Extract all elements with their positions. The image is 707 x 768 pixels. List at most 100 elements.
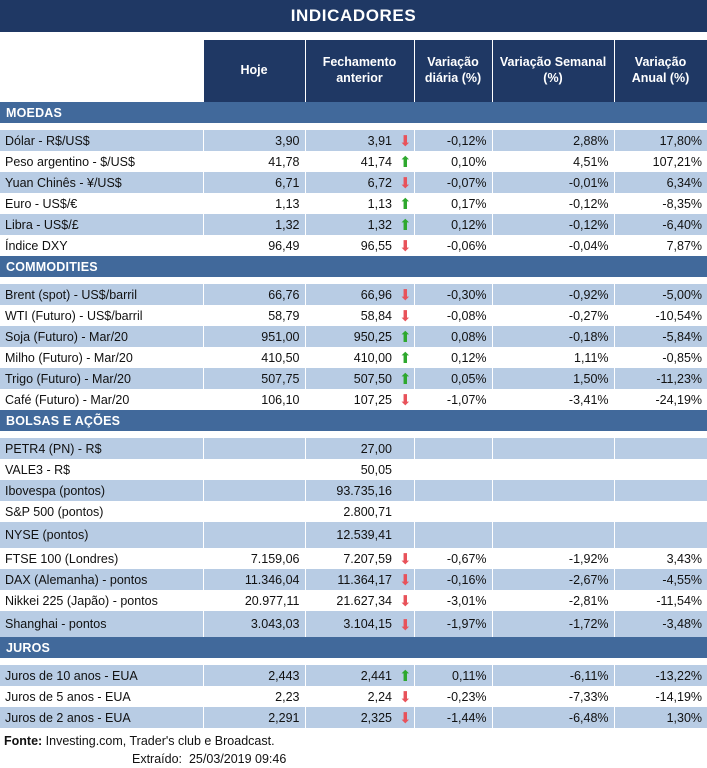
row-label: Índice DXY: [0, 235, 203, 256]
indicators-table-body: Hoje Fechamento anterior Variação diária (…: [0, 40, 707, 728]
arrow-down-icon: ⬇: [397, 686, 415, 707]
cell-variacao-semanal: -2,81%: [491, 590, 615, 611]
cell-variacao-semanal: -0,04%: [491, 235, 615, 256]
table-row: Euro - US$/€ 1,13 1,13 ⬆ 0,17% -0,12% -8,35%: [0, 193, 707, 214]
cell-hoje: [202, 438, 305, 459]
cell-hoje: 410,50: [202, 347, 305, 368]
arrow-down-glyph: ⬇: [398, 391, 412, 409]
table-row: Café (Futuro) - Mar/20 106,10 107,25 ⬇ -1,07…: [0, 389, 707, 410]
cell-variacao-anual: 6,34%: [613, 172, 707, 193]
cell-hoje: 2,23: [202, 686, 305, 707]
cell-fechamento-anterior: 66,96: [304, 284, 397, 305]
cell-fechamento-anterior: 410,00: [304, 347, 397, 368]
cell-variacao-anual: -14,19%: [613, 686, 707, 707]
cell-hoje: 58,79: [202, 305, 305, 326]
cell-variacao-anual: 1,30%: [613, 707, 707, 728]
cell-variacao-diaria: -0,12%: [413, 130, 493, 151]
cell-hoje: [202, 459, 305, 480]
section-gap-cell: [0, 658, 707, 665]
cell-variacao-anual: -5,00%: [613, 284, 707, 305]
arrow-down-icon: ⬇: [397, 305, 415, 326]
cell-variacao-semanal: 1,11%: [491, 347, 615, 368]
cell-variacao-anual: [613, 522, 707, 548]
section-header-label: MOEDAS: [0, 102, 707, 123]
cell-fechamento-anterior: 107,25: [304, 389, 397, 410]
cell-variacao-anual: -11,54%: [613, 590, 707, 611]
row-label: S&P 500 (pontos): [0, 501, 203, 522]
row-label: Ibovespa (pontos): [0, 480, 203, 501]
cell-variacao-semanal: -0,12%: [491, 214, 615, 235]
arrow-down-glyph: ⬇: [398, 174, 412, 192]
cell-fechamento-anterior: 7.207,59: [304, 548, 397, 569]
cell-fechamento-anterior: 12.539,41: [304, 522, 397, 548]
cell-trend-arrow: [397, 459, 415, 480]
cell-variacao-anual: -11,23%: [613, 368, 707, 389]
footer-source-text: Investing.com, Trader's club e Broadcast…: [45, 734, 275, 748]
cell-fechamento-anterior: 93.735,16: [304, 480, 397, 501]
cell-variacao-anual: 3,43%: [613, 548, 707, 569]
arrow-down-icon: ⬇: [397, 389, 415, 410]
row-label: Dólar - R$/US$: [0, 130, 203, 151]
arrow-down-glyph: ⬇: [398, 132, 412, 150]
cell-variacao-diaria: 0,05%: [413, 368, 493, 389]
cell-variacao-diaria: 0,12%: [413, 347, 493, 368]
cell-variacao-anual: 107,21%: [613, 151, 707, 172]
row-label: DAX (Alemanha) - pontos: [0, 569, 203, 590]
cell-hoje: 11.346,04: [202, 569, 305, 590]
row-label: Libra - US$/£: [0, 214, 203, 235]
column-header-variacao-diaria: Variação diária (%): [413, 40, 493, 102]
cell-variacao-diaria: -0,16%: [413, 569, 493, 590]
arrow-up-icon: ⬆: [397, 193, 415, 214]
row-label: NYSE (pontos): [0, 522, 203, 548]
cell-hoje: 106,10: [202, 389, 305, 410]
cell-fechamento-anterior: 1,13: [304, 193, 397, 214]
row-label: Shanghai - pontos: [0, 611, 203, 637]
table-row: WTI (Futuro) - US$/barril 58,79 58,84 ⬇ -0,0…: [0, 305, 707, 326]
cell-variacao-diaria: -0,67%: [413, 548, 493, 569]
cell-fechamento-anterior: 3.104,15: [304, 611, 397, 637]
footer-source-label: Fonte:: [4, 734, 43, 748]
cell-variacao-semanal: [491, 501, 615, 522]
column-header-row: Hoje Fechamento anterior Variação diária (…: [0, 40, 707, 102]
cell-fechamento-anterior: 50,05: [304, 459, 397, 480]
cell-hoje: 3.043,03: [202, 611, 305, 637]
table-row: Shanghai - pontos 3.043,03 3.104,15 ⬇ -1,97%…: [0, 611, 707, 637]
section-gap-cell: [0, 431, 707, 438]
section-header-label: COMMODITIES: [0, 256, 707, 277]
footer-extracted-label: Extraído:: [132, 752, 183, 767]
cell-variacao-semanal: 1,50%: [491, 368, 615, 389]
arrow-down-icon: ⬇: [397, 172, 415, 193]
cell-variacao-anual: -10,54%: [613, 305, 707, 326]
arrow-up-glyph: ⬆: [398, 667, 412, 685]
row-label: Peso argentino - $/US$: [0, 151, 203, 172]
cell-variacao-semanal: [491, 459, 615, 480]
table-row: DAX (Alemanha) - pontos 11.346,04 11.364,1…: [0, 569, 707, 590]
cell-variacao-anual: [613, 438, 707, 459]
section-gap-cell: [0, 277, 707, 284]
cell-fechamento-anterior: 21.627,34: [304, 590, 397, 611]
cell-hoje: 2,291: [202, 707, 305, 728]
cell-variacao-diaria: -0,06%: [413, 235, 493, 256]
cell-fechamento-anterior: 11.364,17: [304, 569, 397, 590]
cell-variacao-diaria: -0,07%: [413, 172, 493, 193]
cell-hoje: 66,76: [202, 284, 305, 305]
row-label: Milho (Futuro) - Mar/20: [0, 347, 203, 368]
cell-variacao-semanal: -3,41%: [491, 389, 615, 410]
table-row: NYSE (pontos) 12.539,41: [0, 522, 707, 548]
column-header-variacao-semanal: Variação Semanal (%): [491, 40, 615, 102]
section-header-commodities: COMMODITIES: [0, 256, 707, 277]
arrow-down-glyph: ⬇: [398, 592, 412, 610]
arrow-down-glyph: ⬇: [398, 307, 412, 325]
cell-variacao-anual: -5,84%: [613, 326, 707, 347]
arrow-down-icon: ⬇: [397, 130, 415, 151]
arrow-down-icon: ⬇: [397, 707, 415, 728]
table-row: Nikkei 225 (Japão) - pontos 20.977,11 21.6…: [0, 590, 707, 611]
table-row: Brent (spot) - US$/barril 66,76 66,96 ⬇ -0,3…: [0, 284, 707, 305]
footer-source-line: Fonte: Investing.com, Trader's club e Br…: [4, 732, 707, 750]
cell-variacao-diaria: [413, 459, 493, 480]
section-gap-row: [0, 277, 707, 284]
cell-fechamento-anterior: 507,50: [304, 368, 397, 389]
cell-fechamento-anterior: 2,24: [304, 686, 397, 707]
cell-variacao-semanal: [491, 438, 615, 459]
